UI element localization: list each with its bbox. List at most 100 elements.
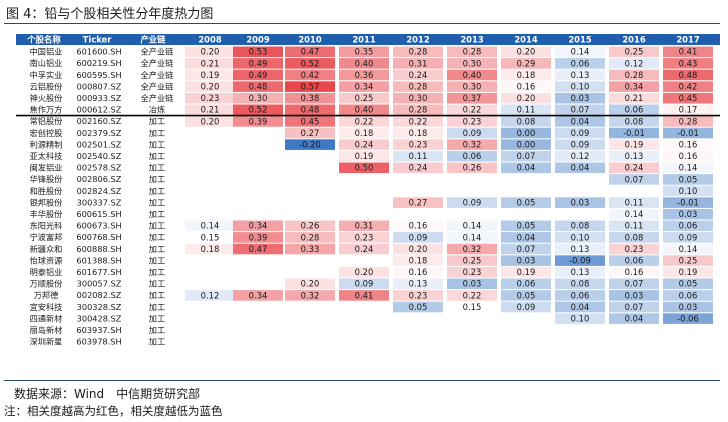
heat-cell: [185, 243, 235, 255]
cell-value: 0.48: [301, 105, 320, 115]
cell-value: 0.22: [409, 116, 428, 126]
cell-value: 0.06: [463, 151, 482, 161]
cell-value: 0.20: [201, 116, 220, 126]
heat-cell: [555, 255, 605, 266]
cell-value: 0.20: [409, 244, 428, 254]
heat-cell: [285, 127, 335, 139]
cell-value: 0.09: [679, 232, 698, 242]
cell-value: 0.23: [409, 140, 428, 150]
row-ticker: 002379.SZ: [77, 128, 122, 138]
heat-cell: [233, 81, 283, 92]
cell-value: 0.24: [409, 163, 428, 173]
row-chain: 加工: [149, 255, 165, 265]
heat-cell: [663, 81, 713, 92]
column-header: 2015: [568, 35, 591, 45]
cell-value: 0.20: [517, 47, 536, 57]
heat-cell: [663, 174, 713, 185]
heat-cell: [501, 104, 551, 116]
heat-cell: [501, 232, 551, 243]
row-chain: 加工: [149, 209, 165, 219]
cell-value: 0.22: [463, 290, 482, 300]
heat-cell: [609, 266, 659, 278]
row-ticker: 601600.SH: [76, 47, 121, 57]
cell-value: 0.14: [625, 209, 644, 219]
heat-cell: [663, 150, 713, 162]
heat-cell: [609, 290, 659, 301]
heat-cell: [285, 232, 335, 243]
heat-cell: [663, 243, 713, 255]
heat-cell: [663, 58, 713, 69]
heat-cell: [501, 127, 551, 139]
heat-cell: [609, 150, 659, 162]
heat-cell: [501, 46, 551, 58]
cell-value: 0.27: [301, 128, 320, 138]
cell-value: 0.39: [249, 232, 268, 242]
row-chain: 加工: [149, 139, 165, 149]
heat-cell: [339, 266, 389, 278]
cell-value: 0.48: [679, 70, 698, 80]
heat-cell: [233, 232, 283, 243]
heat-cell: [285, 46, 335, 58]
row-stock-name: 中国铝业: [30, 47, 63, 57]
row-chain: 全产业链: [141, 70, 174, 80]
cell-value: 0.23: [201, 93, 220, 103]
heat-cell: [185, 92, 235, 104]
row-stock-name: 丰华股份: [30, 209, 63, 219]
cell-value: 0.03: [517, 256, 536, 266]
heat-cell: [393, 92, 443, 104]
correlation-heatmap: 个股名称 Ticker 产业链 2008 2009 2010 2011 2012 2013 201…: [16, 34, 720, 347]
cell-value: 0.30: [409, 93, 428, 103]
cell-value: 0.05: [517, 198, 536, 208]
heat-cell: [609, 220, 659, 232]
row-chain: 加工: [149, 232, 165, 242]
cell-value: 0.28: [679, 116, 698, 126]
heat-cell: [285, 139, 335, 150]
heat-cell: [185, 290, 235, 301]
cell-value: 0.16: [679, 140, 698, 150]
heat-cell: [609, 162, 659, 174]
cell-value: 0.11: [625, 221, 644, 231]
heat-cell: [555, 220, 605, 232]
heat-cell: [501, 220, 551, 232]
heat-cell: [555, 278, 605, 290]
column-header: 2017: [676, 35, 699, 45]
heat-cell: [393, 162, 443, 174]
cell-value: 0.06: [625, 256, 644, 266]
cell-value: 0.20: [355, 267, 374, 277]
cell-value: 0.09: [517, 302, 536, 312]
heat-cell: [447, 69, 497, 81]
cell-value: 0.04: [571, 302, 590, 312]
heat-cell: [609, 197, 659, 208]
row-stock-name: 闽发铝业: [30, 163, 63, 173]
row-ticker: 603978.SH: [76, 337, 121, 347]
cell-value: 0.38: [301, 93, 320, 103]
row-chain: 加工: [149, 302, 165, 312]
cell-value: 0.10: [571, 232, 590, 242]
column-header: 2011: [352, 35, 375, 45]
cell-value: 0.28: [301, 232, 320, 242]
cell-value: 0.21: [201, 105, 220, 115]
cell-value: 0.20: [201, 47, 220, 57]
row-stock-name: 华锋股份: [30, 174, 63, 184]
column-header: 个股名称: [26, 35, 61, 45]
heat-cell: [501, 278, 551, 290]
heat-cell: [501, 81, 551, 92]
row-chain: 加工: [149, 186, 165, 196]
cell-value: 0.08: [625, 116, 644, 126]
cell-value: 0.11: [409, 151, 428, 161]
heat-cell: [447, 127, 497, 139]
heat-cell: [447, 150, 497, 162]
heat-cell: [447, 46, 497, 58]
row-ticker: 000807.SZ: [77, 81, 122, 91]
cell-value: 0.41: [355, 290, 374, 300]
row-ticker: 600615.SH: [76, 209, 121, 219]
cell-value: 0.28: [409, 82, 428, 92]
cell-value: 0.32: [463, 244, 482, 254]
cell-value: 0.10: [571, 314, 590, 324]
cell-value: 0.35: [355, 47, 374, 57]
heat-cell: [185, 116, 235, 127]
heat-cell: [233, 58, 283, 69]
cell-value: 0.08: [517, 116, 536, 126]
cell-value: 0.07: [625, 302, 644, 312]
heat-cell: [555, 150, 605, 162]
